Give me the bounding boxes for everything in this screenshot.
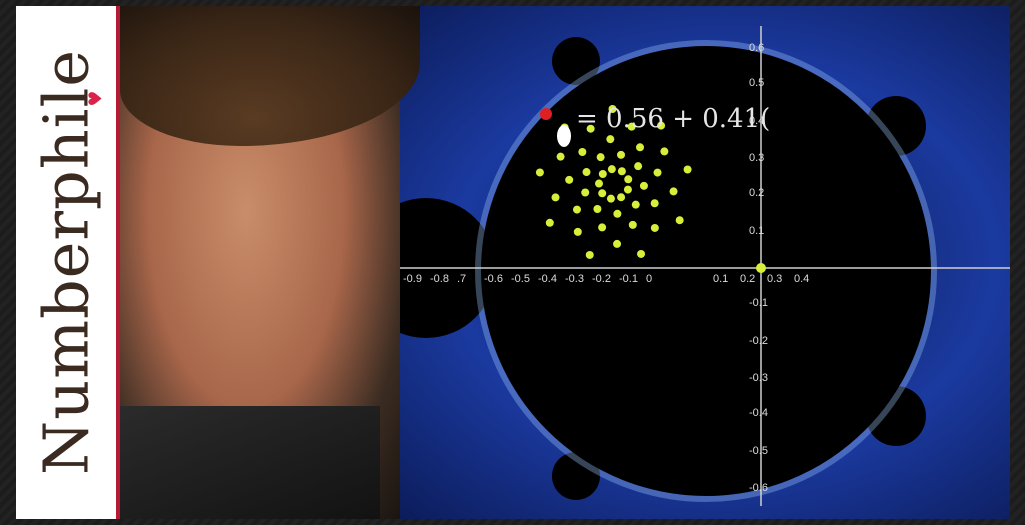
orbit-dot <box>637 249 646 258</box>
y-tick-label: -0.4 <box>749 407 768 419</box>
orbit-dot <box>535 168 544 177</box>
orbit-dot <box>586 124 595 133</box>
orbit-dot <box>545 218 554 227</box>
x-tick-label: -0.3 <box>565 273 584 285</box>
logo-strip: Numberphile ♥ <box>16 6 116 519</box>
x-tick-labels: -1-0.9-0.8.7-0.6-0.5-0.4-0.3-0.2-0.100.1… <box>376 273 809 285</box>
x-tick-label: 0.1 <box>713 273 728 285</box>
heart-icon: ♥ <box>85 90 107 107</box>
orbit-dot <box>650 199 659 208</box>
set-boundary <box>475 40 937 502</box>
orbit-dot <box>657 121 666 130</box>
x-tick-label: 0.3 <box>767 273 782 285</box>
orbit-dot <box>595 179 604 188</box>
orbit-dot <box>617 167 626 176</box>
y-tick-label: 0.3 <box>749 152 764 164</box>
orbit-dot <box>572 205 581 214</box>
right-bottom-bulb <box>866 386 926 446</box>
x-tick-label: .7 <box>457 273 466 285</box>
y-tick-label: -0.5 <box>749 445 768 457</box>
orbit-dot <box>639 181 648 190</box>
orbit-dot <box>669 187 678 196</box>
orbit-dot <box>598 223 607 232</box>
x-tick-label: -0.9 <box>403 273 422 285</box>
orbit-dot <box>598 170 607 179</box>
numberphile-logo: Numberphile <box>29 49 103 475</box>
orbit-dot <box>596 153 605 162</box>
orbit-dot <box>598 189 607 198</box>
orbit-dot <box>623 185 632 194</box>
orbit-dot <box>556 152 565 161</box>
y-tick-label: -0.1 <box>749 297 768 309</box>
y-tick-label: -0.3 <box>749 372 768 384</box>
orbit-dot <box>613 239 622 248</box>
orbit-dot <box>578 148 587 157</box>
orbit-dot <box>624 175 633 184</box>
x-tick-label: 0 <box>646 273 652 285</box>
x-tick-label: -0.4 <box>538 273 557 285</box>
right-top-bulb <box>866 96 926 156</box>
y-tick-label: 0.1 <box>749 225 764 237</box>
orbit-dot <box>551 193 560 202</box>
y-tick-label: -0.6 <box>749 482 768 494</box>
orbit-dot <box>675 216 684 225</box>
x-tick-label: 0.4 <box>794 273 809 285</box>
logo-divider <box>116 6 120 519</box>
orbit-dot <box>608 105 617 114</box>
orbit-dots <box>535 105 766 273</box>
y-tick-label: -0.2 <box>749 335 768 347</box>
presenter-shirt <box>120 406 380 519</box>
orbit-dot <box>606 194 615 203</box>
x-tick-label: -0.1 <box>619 273 638 285</box>
orbit-dot <box>613 209 622 218</box>
orbit-dot <box>581 188 590 197</box>
orbit-dot <box>606 135 615 144</box>
x-tick-label: 0.2 <box>740 273 755 285</box>
x-tick-label: -0.8 <box>430 273 449 285</box>
orbit-dot <box>634 162 643 171</box>
orbit-dot <box>628 220 637 229</box>
y-tick-label: 0.4 <box>749 115 764 127</box>
orbit-dot <box>582 168 591 177</box>
y-tick-labels: 0.6 0.5 0.4 0.3 0.2 0.1 -0.1 -0.2 -0.3 -0.4 -0.5 -0… <box>749 42 768 494</box>
orbit-dot <box>631 200 640 209</box>
orbit-dot <box>617 193 626 202</box>
x-tick-label: -0.6 <box>484 273 503 285</box>
orbit-dot <box>627 122 636 131</box>
y-tick-label: 0.2 <box>749 187 764 199</box>
orbit-dot <box>650 223 659 232</box>
video-thumbnail[interactable]: -1-0.9-0.8.7-0.6-0.5-0.4-0.3-0.2-0.100.1… <box>16 6 1010 519</box>
y-tick-label: 0.6 <box>749 42 764 54</box>
equation-overlay: = 0.56 + 0.41( <box>576 104 771 134</box>
orbit-dot <box>607 165 616 174</box>
main-cardioid <box>481 46 931 496</box>
orbit-dot <box>660 147 669 156</box>
x-tick-label: -0.5 <box>511 273 530 285</box>
orbit-dot <box>585 250 594 259</box>
orbit-dot <box>593 205 602 214</box>
orbit-dot <box>617 150 626 159</box>
orbit-dot <box>573 227 582 236</box>
x-tick-label: -0.2 <box>592 273 611 285</box>
origin-dot <box>756 263 766 273</box>
orbit-dot <box>683 165 692 174</box>
orbit-dot <box>653 168 662 177</box>
orbit-dot <box>565 175 574 184</box>
top-bulb <box>552 37 600 85</box>
bottom-bulb <box>552 452 600 500</box>
y-tick-label: 0.5 <box>749 77 764 89</box>
orbit-dot <box>636 143 645 152</box>
red-marker <box>540 108 552 120</box>
white-marker <box>557 125 571 147</box>
